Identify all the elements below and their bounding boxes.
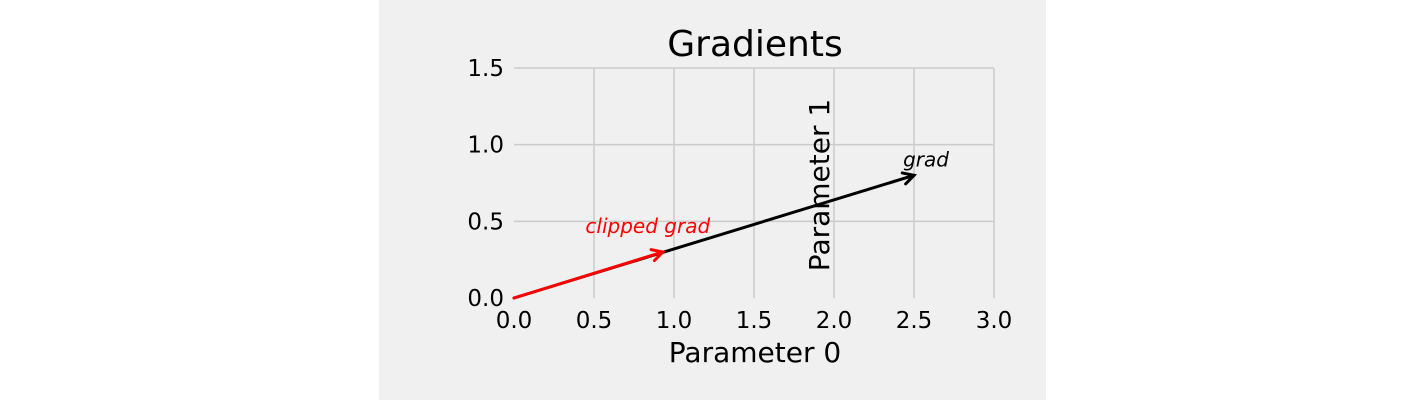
clipped-grad-label: clipped grad: [585, 214, 710, 238]
x-axis-label: Parameter 0: [669, 336, 841, 369]
y-tick-label: 0.5: [467, 209, 504, 235]
x-tick-label: 1.0: [656, 308, 693, 334]
vector-layer: [512, 171, 917, 300]
clipped-grad-arrow-head: [649, 248, 666, 263]
grad-label: grad: [903, 147, 949, 171]
clipped-grad-arrow-shaft: [512, 250, 665, 300]
y-tick-label: 1.5: [467, 56, 504, 82]
y-tick-label: 0.0: [467, 286, 504, 312]
x-tick-label: 1.5: [736, 308, 773, 334]
y-axis-label: Parameter 1: [803, 99, 836, 271]
grid-layer: [514, 67, 995, 298]
x-tick-label: 2.0: [816, 308, 853, 334]
figure: 0.0 0.5 1.0 1.5 2.0 2.5 3.0 0.0 0.5 1.0 1.5 grad cl…: [379, 0, 1046, 400]
y-tick-label: 1.0: [467, 133, 504, 159]
clipped-grad-arrow: [512, 248, 666, 300]
chart-title: Gradients: [667, 24, 842, 65]
x-tick-label: 0.0: [496, 308, 533, 334]
grad-arrow-head: [900, 171, 917, 186]
tick-labels: 0.0 0.5 1.0 1.5 2.0 2.5 3.0 0.0 0.5 1.0 1.5: [467, 56, 1012, 334]
x-tick-label: 3.0: [976, 308, 1013, 334]
gradients-chart: 0.0 0.5 1.0 1.5 2.0 2.5 3.0 0.0 0.5 1.0 1.5 grad cl…: [467, 24, 1012, 369]
x-tick-label: 2.5: [896, 308, 933, 334]
annotation-layer: grad clipped grad: [585, 147, 949, 238]
x-tick-label: 0.5: [576, 308, 613, 334]
